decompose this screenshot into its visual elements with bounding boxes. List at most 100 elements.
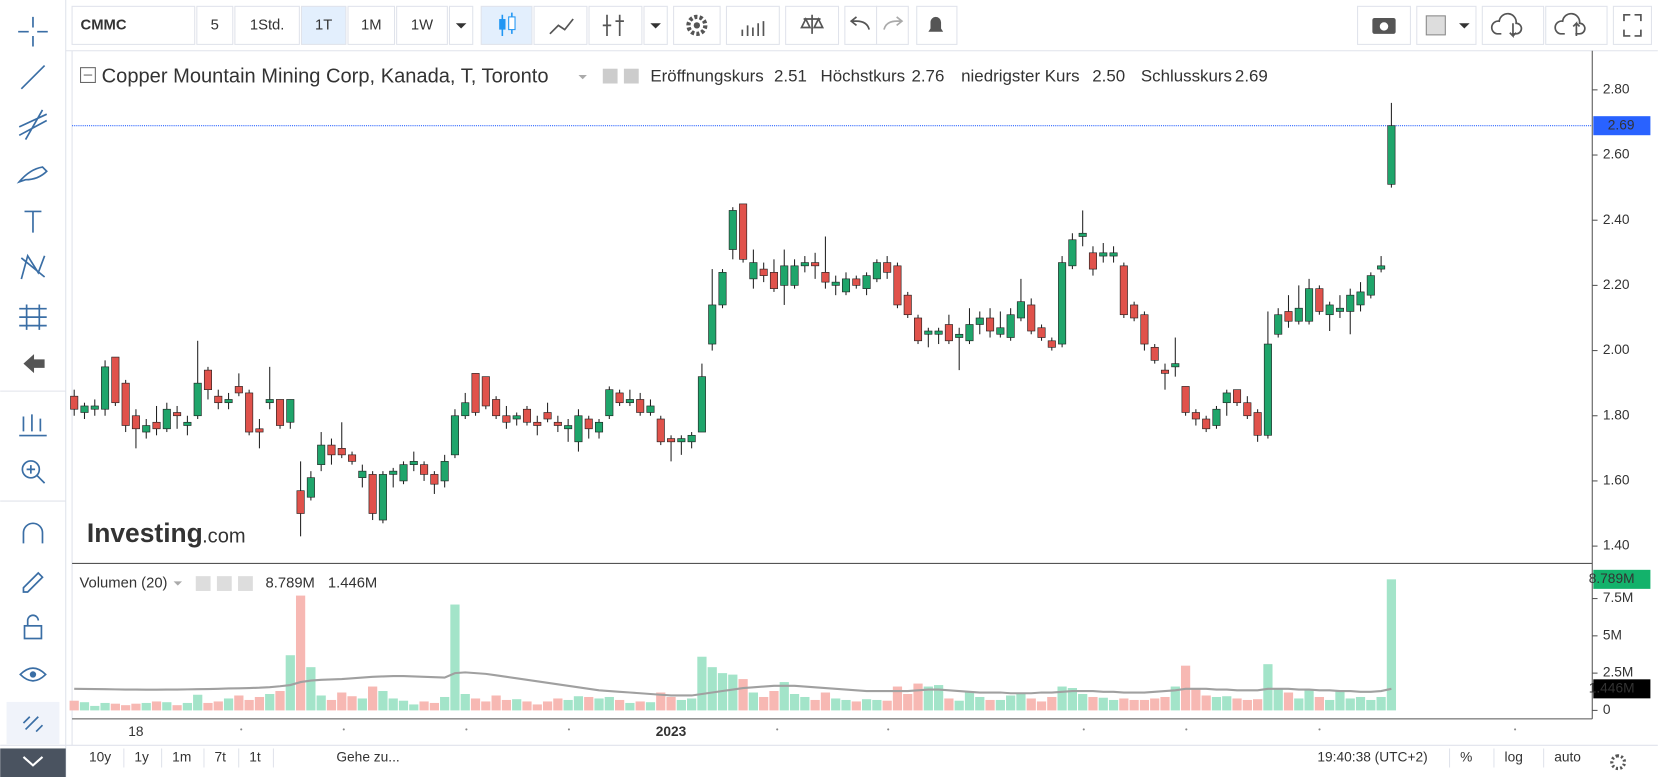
volume-bar: [121, 705, 131, 711]
redo[interactable]: [876, 5, 909, 45]
volume-bar: [728, 674, 738, 711]
hide-tools[interactable]: [23, 354, 45, 374]
candles-style[interactable]: [480, 5, 533, 45]
candle-body: [440, 461, 449, 482]
volume-bar: [1036, 701, 1047, 711]
zoom-tool[interactable]: [21, 460, 46, 484]
prediction-tool[interactable]: [19, 304, 47, 330]
lock-tool[interactable]: [23, 614, 43, 640]
candle-body: [317, 444, 326, 465]
interval-button[interactable]: [396, 5, 448, 45]
collapse-toolbar[interactable]: [0, 748, 66, 777]
volume-bar: [378, 691, 388, 711]
y-tick-label: 2.20: [1603, 277, 1630, 292]
volume-bar: [1047, 696, 1057, 711]
candle-body: [131, 415, 140, 430]
interval-button[interactable]: [196, 5, 234, 45]
candle-body: [162, 408, 171, 430]
range-button[interactable]: 1t: [249, 750, 261, 765]
volume-bar: [193, 694, 203, 711]
volume-bar: [964, 692, 975, 711]
studies[interactable]: [725, 5, 780, 45]
y-tick-label: 1.60: [1603, 473, 1630, 488]
volume-bar: [1191, 689, 1201, 711]
lock-draw-tool[interactable]: [22, 571, 44, 593]
volume-bar: [1139, 699, 1150, 711]
volume-bar: [625, 702, 635, 711]
volume-bar: [203, 702, 213, 711]
candle-body: [924, 330, 933, 335]
volume-bar: [1088, 696, 1098, 711]
symbol-box[interactable]: [71, 5, 196, 45]
candle-body: [1377, 265, 1386, 270]
fib-tool[interactable]: [18, 109, 48, 140]
line-tool[interactable]: [20, 64, 46, 90]
volume-bar: [141, 702, 151, 711]
candle-body: [1212, 408, 1221, 426]
candle-body: [615, 392, 624, 404]
interval-button[interactable]: [234, 5, 300, 45]
series-settings[interactable]: [623, 68, 639, 84]
measure-tool[interactable]: [19, 414, 47, 437]
scale-option[interactable]: %: [1460, 750, 1472, 765]
volume-bar: [1160, 696, 1170, 711]
volume-bar: [1386, 579, 1397, 711]
candle-body: [245, 392, 254, 433]
text-tool[interactable]: [24, 210, 42, 233]
volume-bar: [1129, 699, 1139, 711]
bottom-settings[interactable]: [1610, 754, 1627, 771]
crosshair-tool[interactable]: [18, 16, 48, 47]
range-button[interactable]: 1m: [172, 750, 191, 765]
left-toolbar: [0, 0, 67, 777]
link-tool[interactable]: [6, 701, 60, 745]
candle-body: [1181, 386, 1190, 413]
volume-bar: [1078, 693, 1088, 711]
area-style[interactable]: [533, 5, 588, 45]
volume-bar: [656, 692, 666, 711]
hide-series[interactable]: [602, 68, 618, 84]
candle-body: [450, 415, 459, 456]
pattern-tool[interactable]: [20, 253, 46, 280]
volume-bar: [645, 702, 656, 711]
volume-bar: [285, 655, 295, 711]
interval-button[interactable]: [347, 5, 396, 45]
volume-bar: [841, 699, 851, 711]
volume-bar: [234, 695, 244, 711]
range-button[interactable]: 1y: [134, 750, 149, 765]
volume-bar: [851, 701, 861, 711]
visibility-tool[interactable]: [19, 667, 47, 682]
maximize[interactable]: [1612, 5, 1652, 45]
indicators[interactable]: [588, 5, 643, 45]
candle-body: [1387, 125, 1396, 185]
candle-body: [1315, 288, 1324, 312]
candle-body: [492, 399, 501, 417]
x-tick-label: 2023: [656, 724, 687, 739]
ohlc-name: niedrigster Kurs: [961, 67, 1079, 86]
volume-tick-label: 0: [1603, 702, 1611, 717]
range-button[interactable]: 7t: [215, 750, 227, 765]
candle-body: [656, 418, 665, 443]
range-button[interactable]: 10y: [89, 750, 111, 765]
interval-button[interactable]: [300, 5, 347, 45]
undo[interactable]: [844, 5, 878, 45]
candle-body: [214, 395, 223, 404]
candle-body: [852, 278, 861, 286]
volume-bar: [676, 699, 686, 711]
candle-body: [914, 317, 923, 342]
volume-bar: [759, 696, 769, 711]
volume-bar: [553, 698, 563, 711]
candle-body: [286, 399, 295, 423]
magnet-tool[interactable]: [22, 522, 44, 544]
scale-option[interactable]: log: [1505, 750, 1523, 765]
candle-body: [471, 373, 480, 413]
brush-tool[interactable]: [16, 166, 48, 184]
ohlc-name: Schlusskurs: [1141, 67, 1232, 86]
candle-body: [430, 474, 439, 485]
goto-button[interactable]: Gehe zu...: [336, 750, 399, 765]
alert[interactable]: [916, 5, 958, 45]
candle-body: [1274, 314, 1283, 335]
scale-option[interactable]: auto: [1554, 750, 1581, 765]
candle-body: [1058, 262, 1067, 345]
volume-bar: [1335, 691, 1345, 711]
